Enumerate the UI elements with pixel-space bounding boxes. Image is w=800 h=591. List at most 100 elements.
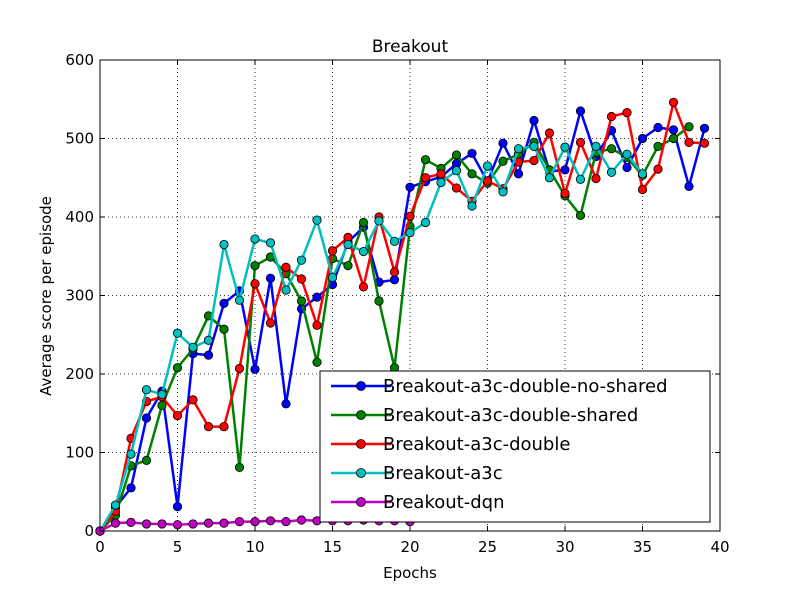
data-point (219, 239, 229, 250)
data-point (389, 267, 400, 277)
legend-box (319, 370, 711, 523)
data-point (622, 162, 632, 173)
data-point (141, 455, 152, 465)
data-point (668, 133, 679, 144)
data-point (219, 518, 229, 528)
legend-label: Breakout-a3c-double-no-shared (383, 376, 668, 397)
data-point (374, 216, 384, 226)
data-point (637, 184, 648, 195)
data-point (234, 516, 245, 527)
y-axis-label: Average score per episode (37, 196, 55, 396)
data-point (498, 156, 508, 166)
x-tick-label: 5 (173, 538, 183, 556)
data-point (172, 363, 183, 373)
data-point (265, 318, 276, 328)
data-point (188, 519, 198, 529)
data-point (560, 188, 570, 199)
y-tick-label: 400 (65, 208, 94, 226)
data-point (296, 296, 307, 306)
data-point (172, 520, 183, 530)
data-point (172, 502, 183, 512)
data-point (172, 411, 183, 421)
data-point (622, 149, 632, 159)
data-point (684, 122, 694, 132)
data-point (451, 183, 462, 193)
data-point (234, 363, 245, 374)
legend-item: Breakout-a3c-double-no-shared (331, 376, 668, 397)
data-point (420, 217, 431, 228)
data-point (436, 169, 446, 179)
data-point (498, 138, 508, 148)
y-tick-label: 100 (65, 444, 94, 462)
data-point (188, 395, 198, 405)
data-point (544, 173, 555, 183)
data-point (157, 400, 167, 410)
data-point (157, 389, 167, 400)
x-tick-label: 15 (323, 538, 342, 556)
legend-swatch-marker (356, 497, 366, 507)
data-point (327, 246, 338, 256)
data-point (575, 174, 586, 184)
data-point (451, 150, 462, 160)
data-point (451, 166, 462, 176)
legend-swatch-marker (356, 439, 366, 449)
data-point (281, 516, 291, 527)
data-point (637, 169, 648, 179)
data-point (110, 518, 121, 528)
data-point (405, 182, 415, 192)
data-point (203, 421, 214, 432)
x-tick-label: 20 (400, 538, 419, 556)
data-point (234, 462, 245, 473)
data-point (436, 177, 446, 188)
legend-swatch-marker (356, 410, 366, 420)
data-point (668, 97, 679, 107)
data-point (141, 519, 152, 529)
data-point (250, 279, 260, 289)
x-axis-label: Epochs (383, 564, 437, 582)
data-point (622, 107, 632, 118)
series-3 (95, 97, 710, 536)
data-point (653, 141, 663, 151)
x-tick-label: 30 (555, 538, 574, 556)
data-point (343, 239, 353, 250)
data-point (265, 273, 276, 283)
legend: Breakout-a3c-double-no-shared Breakout-a3… (319, 370, 711, 523)
data-point (420, 155, 431, 165)
data-point (699, 123, 710, 133)
data-point (312, 357, 322, 367)
data-point (529, 155, 539, 166)
data-point (467, 169, 477, 179)
data-point (467, 201, 477, 211)
data-point (296, 515, 307, 525)
data-point (467, 148, 477, 159)
chart-title: Breakout (372, 37, 449, 57)
data-point (358, 246, 369, 257)
legend-label: Breakout-a3c-double-shared (383, 405, 638, 426)
data-point (482, 176, 493, 186)
data-point (389, 275, 400, 285)
x-tick-label: 10 (245, 538, 264, 556)
legend-item: Breakout-a3c (331, 463, 503, 484)
data-point (110, 500, 121, 510)
data-point (203, 350, 214, 360)
data-point (157, 519, 167, 529)
data-point (358, 217, 369, 228)
data-point (203, 335, 214, 345)
data-point (513, 144, 524, 154)
data-point (529, 115, 539, 126)
data-point (653, 122, 663, 133)
y-tick-label: 300 (65, 287, 94, 305)
data-point (668, 125, 679, 135)
data-point (281, 399, 291, 409)
data-point (312, 320, 322, 330)
data-point (684, 137, 694, 148)
data-point (529, 141, 539, 151)
data-point (172, 328, 183, 338)
data-point (591, 141, 601, 151)
data-point (296, 255, 307, 265)
data-point (653, 164, 663, 174)
data-point (405, 228, 415, 238)
data-point (126, 517, 136, 527)
series-4 (95, 141, 648, 536)
